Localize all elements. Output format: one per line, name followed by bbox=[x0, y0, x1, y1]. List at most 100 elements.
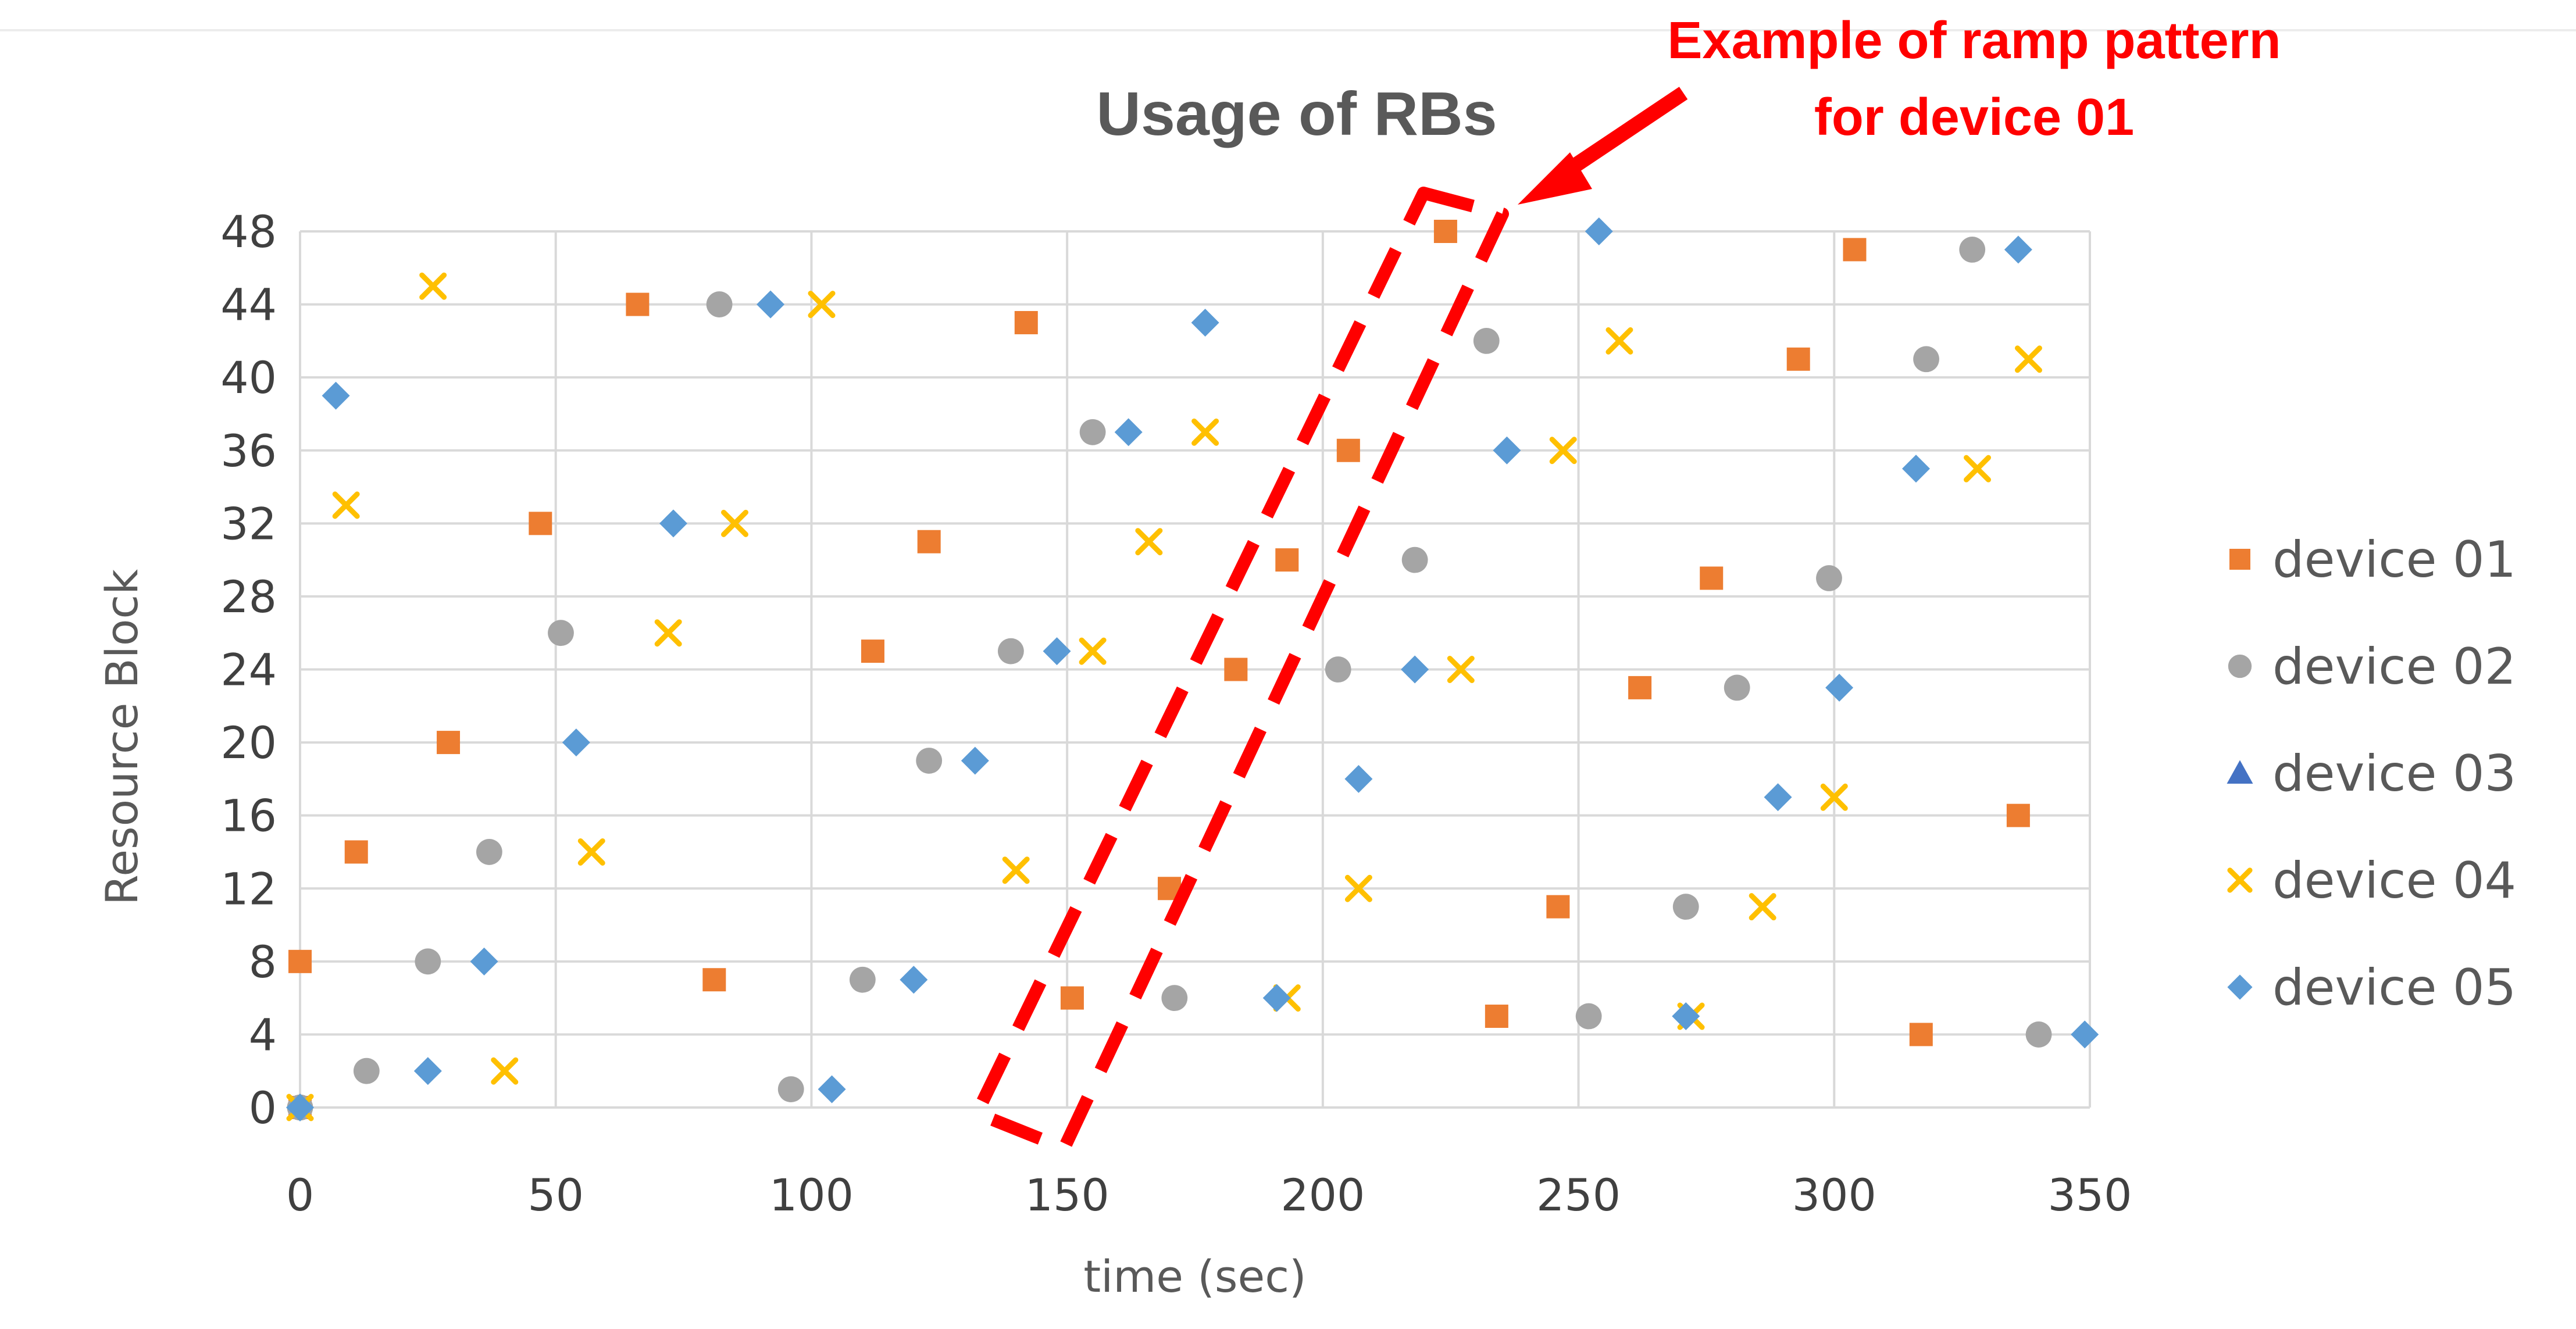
data-point-device-02 bbox=[777, 1076, 804, 1103]
data-point-device-02 bbox=[916, 748, 943, 774]
legend-label: device 02 bbox=[2272, 638, 2516, 696]
y-tick-label: 40 bbox=[220, 352, 277, 403]
data-point-device-02 bbox=[548, 620, 574, 646]
data-point-device-01 bbox=[1224, 658, 1248, 681]
data-point-device-01 bbox=[626, 292, 650, 316]
data-point-device-04 bbox=[1191, 418, 1219, 446]
data-point-device-05 bbox=[413, 1057, 442, 1085]
y-tick-label: 44 bbox=[220, 279, 277, 331]
y-axis-title: Resource Block bbox=[96, 569, 148, 905]
legend-item: device 01 bbox=[2229, 531, 2516, 589]
data-point-device-01 bbox=[1786, 347, 1810, 371]
data-point-device-01 bbox=[1336, 438, 1360, 462]
y-tick-label: 4 bbox=[249, 1009, 277, 1060]
data-point-device-05 bbox=[1114, 418, 1143, 446]
data-point-device-04 bbox=[1344, 874, 1372, 902]
data-point-device-02 bbox=[1816, 565, 1842, 591]
data-point-device-05 bbox=[757, 290, 785, 319]
y-tick-label: 20 bbox=[220, 717, 277, 769]
data-point-device-04 bbox=[654, 619, 682, 647]
ramp-highlight-box bbox=[971, 187, 1509, 1155]
data-point-device-04 bbox=[1447, 656, 1475, 683]
data-point-device-05 bbox=[900, 966, 928, 994]
y-tick-label: 8 bbox=[249, 936, 277, 988]
data-point-device-02 bbox=[1575, 1003, 1602, 1030]
annotation-text-line-2: for device 01 bbox=[1814, 88, 2134, 147]
x-tick-label: 100 bbox=[769, 1169, 854, 1221]
data-point-device-04 bbox=[577, 838, 605, 866]
data-point-device-01 bbox=[1275, 548, 1299, 572]
annotation-arrow-head bbox=[1518, 152, 1592, 205]
x-axis-tick-labels: 0 50 100 150 200 250 300 350 bbox=[286, 1169, 2132, 1221]
y-tick-label: 48 bbox=[220, 206, 277, 258]
data-point-device-04 bbox=[808, 291, 836, 319]
data-point-device-02 bbox=[1325, 656, 1351, 683]
data-point-device-01 bbox=[1060, 986, 1084, 1010]
legend-label: device 04 bbox=[2272, 852, 2516, 910]
data-point-device-02 bbox=[415, 948, 441, 975]
legend-item: device 04 bbox=[2227, 852, 2516, 910]
chart-title: Usage of RBs bbox=[1096, 80, 1497, 148]
legend-item: device 03 bbox=[2227, 745, 2516, 803]
data-point-device-02 bbox=[998, 638, 1024, 664]
y-tick-label: 32 bbox=[220, 498, 277, 549]
data-point-device-01 bbox=[1546, 895, 1570, 919]
y-tick-label: 16 bbox=[220, 790, 277, 842]
data-point-device-01 bbox=[1485, 1005, 1508, 1028]
x-tick-label: 50 bbox=[527, 1169, 584, 1221]
data-point-device-01 bbox=[702, 968, 726, 992]
data-point-device-01 bbox=[1433, 220, 1457, 243]
data-points bbox=[286, 217, 2099, 1121]
ramp-pattern-annotation: Example of ramp pattern for device 01 bbox=[971, 12, 2281, 1155]
data-point-device-02 bbox=[1473, 327, 1500, 354]
legend-marker-square bbox=[2229, 549, 2250, 570]
data-point-device-04 bbox=[332, 491, 360, 519]
data-point-device-02 bbox=[1913, 346, 1939, 373]
data-point-device-01 bbox=[437, 731, 461, 755]
data-point-device-04 bbox=[721, 509, 749, 537]
data-point-device-01 bbox=[529, 512, 552, 535]
data-point-device-05 bbox=[1825, 673, 1854, 702]
data-point-device-01 bbox=[288, 949, 312, 973]
data-point-device-05 bbox=[1262, 984, 1291, 1012]
legend-item: device 02 bbox=[2228, 638, 2516, 696]
data-point-device-02 bbox=[2025, 1021, 2052, 1048]
data-point-device-05 bbox=[2071, 1020, 2099, 1049]
data-point-device-05 bbox=[470, 947, 498, 976]
data-point-device-01 bbox=[917, 530, 941, 553]
gridlines bbox=[299, 230, 2091, 1109]
data-point-device-02 bbox=[1079, 419, 1106, 445]
data-point-device-04 bbox=[1002, 856, 1030, 884]
data-point-device-05 bbox=[1191, 308, 1219, 337]
data-point-device-01 bbox=[1700, 566, 1724, 590]
data-point-device-01 bbox=[1909, 1023, 1933, 1046]
data-point-device-04 bbox=[1605, 327, 1633, 355]
data-point-device-05 bbox=[1764, 783, 1792, 812]
x-tick-label: 0 bbox=[286, 1169, 314, 1221]
y-tick-label: 36 bbox=[220, 425, 277, 477]
data-point-device-02 bbox=[1959, 236, 1986, 263]
data-point-device-05 bbox=[322, 381, 350, 410]
data-point-device-01 bbox=[1014, 310, 1038, 334]
data-point-device-04 bbox=[419, 272, 447, 300]
series-device-05 bbox=[286, 217, 2099, 1121]
legend-label: device 05 bbox=[2272, 959, 2516, 1017]
y-tick-label: 24 bbox=[220, 644, 277, 696]
data-point-device-02 bbox=[1672, 894, 1699, 920]
legend-marker-x bbox=[2227, 867, 2253, 893]
y-tick-label: 28 bbox=[220, 571, 277, 623]
legend: device 01 device 02 device 03 device 04 devi… bbox=[2227, 531, 2516, 1017]
data-point-device-02 bbox=[1161, 985, 1188, 1012]
data-point-device-01 bbox=[1628, 676, 1652, 699]
data-point-device-05 bbox=[1901, 455, 1930, 483]
data-point-device-04 bbox=[1820, 783, 1848, 811]
x-tick-label: 150 bbox=[1025, 1169, 1109, 1221]
data-point-device-05 bbox=[286, 1094, 314, 1121]
data-point-device-01 bbox=[344, 840, 368, 864]
x-tick-label: 250 bbox=[1536, 1169, 1621, 1221]
data-point-device-02 bbox=[1401, 546, 1428, 573]
legend-label: device 03 bbox=[2272, 745, 2516, 803]
